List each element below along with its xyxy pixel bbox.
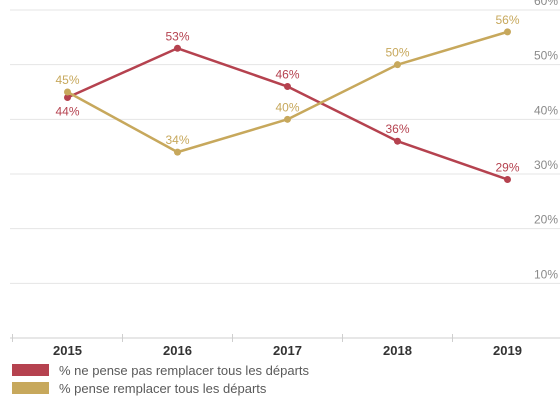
- data-label-1-2: 40%: [275, 100, 299, 114]
- series-layer: [64, 28, 511, 183]
- data-point-1-4: [504, 28, 511, 36]
- x-tick-label: 2019: [493, 343, 522, 358]
- y-tick-label: 50%: [534, 49, 558, 63]
- data-point-1-3: [394, 61, 401, 69]
- data-point-0-1: [174, 44, 181, 52]
- legend-label-pense: % pense remplacer tous les départs: [59, 380, 267, 396]
- data-label-1-0: 45%: [55, 73, 79, 87]
- legend: % ne pense pas remplacer tous les départ…: [12, 361, 309, 397]
- legend-swatch-pense: [12, 382, 49, 394]
- y-tick-label: 30%: [534, 158, 558, 172]
- y-tick-label: 20%: [534, 213, 558, 227]
- data-point-0-2: [284, 83, 291, 91]
- y-tick-label: 40%: [534, 103, 558, 117]
- legend-item-ne-pense-pas: % ne pense pas remplacer tous les départ…: [12, 361, 309, 379]
- data-label-0-1: 53%: [165, 29, 189, 43]
- x-tick-label: 2015: [53, 343, 82, 358]
- data-label-layer: 44% 53% 46% 36% 29% 45% 34% 40% 50% 56%: [55, 13, 519, 175]
- data-label-0-0: 44%: [55, 104, 79, 118]
- data-point-1-1: [174, 148, 181, 156]
- grid-layer: [10, 9, 560, 284]
- x-tick-label: 2017: [273, 343, 302, 358]
- data-label-0-2: 46%: [275, 68, 299, 82]
- y-tick-label: 60%: [534, 0, 558, 8]
- y-tick-label: 10%: [534, 267, 558, 281]
- data-point-0-0: [64, 93, 71, 101]
- legend-swatch-ne-pense-pas: [12, 364, 49, 376]
- data-point-0-3: [394, 137, 401, 145]
- data-label-0-4: 29%: [495, 160, 519, 174]
- data-label-1-4: 56%: [495, 13, 519, 27]
- data-point-1-2: [284, 115, 291, 123]
- data-label-1-3: 50%: [385, 46, 409, 60]
- legend-item-pense: % pense remplacer tous les départs: [12, 379, 309, 397]
- legend-label-ne-pense-pas: % ne pense pas remplacer tous les départ…: [59, 362, 310, 378]
- data-point-1-0: [64, 88, 71, 96]
- x-tick-label: 2016: [163, 343, 192, 358]
- axis-layer: 10% 20% 30% 40% 50% 60% 2015 2016 2017 2018 2019: [10, 0, 560, 358]
- series-line-1: [66, 30, 509, 154]
- data-label-0-3: 36%: [385, 122, 409, 136]
- data-point-0-4: [504, 175, 511, 183]
- data-label-1-1: 34%: [165, 133, 189, 147]
- x-tick-label: 2018: [383, 343, 412, 358]
